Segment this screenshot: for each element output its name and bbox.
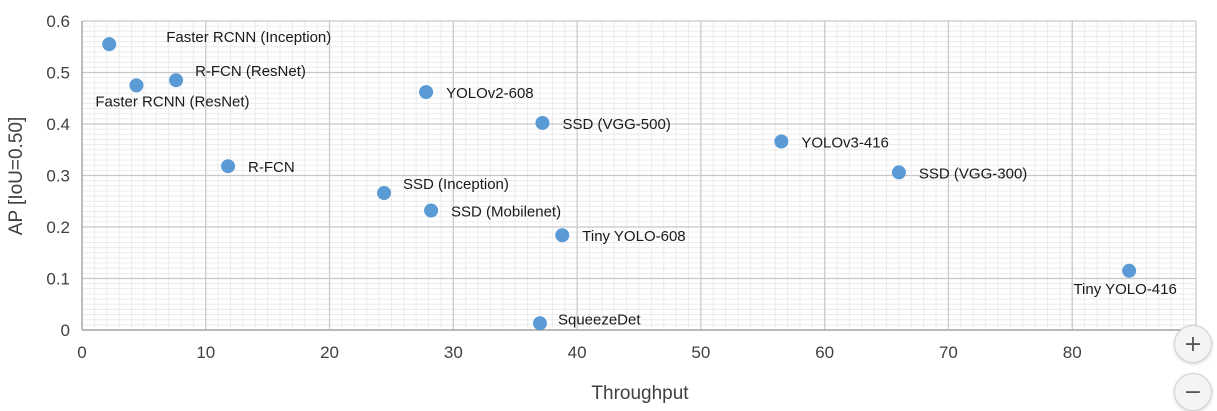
data-point <box>169 73 184 88</box>
data-point <box>377 186 392 201</box>
data-points: Faster RCNN (Inception) Faster RCNN (ResN… <box>95 29 1177 331</box>
x-tick-label: 10 <box>196 343 215 362</box>
point-label: SqueezeDet <box>558 311 641 328</box>
y-axis-title: AP [IoU=0.50] <box>6 117 27 235</box>
grid <box>81 20 1197 331</box>
point-label: Tiny YOLO-416 <box>1073 281 1176 298</box>
data-point <box>555 228 570 243</box>
data-point <box>532 316 547 331</box>
point-label: SSD (VGG-300) <box>919 165 1027 182</box>
y-tick-label: 0.3 <box>46 167 70 186</box>
data-point <box>102 37 117 52</box>
y-tick-label: 0.4 <box>46 115 70 134</box>
point-label: R-FCN (ResNet) <box>195 63 306 80</box>
point-label: Tiny YOLO-608 <box>582 228 685 245</box>
zoom-out-button[interactable]: − <box>1174 373 1212 411</box>
x-tick-label: 70 <box>939 343 958 362</box>
y-tick-label: 0 <box>61 321 70 340</box>
data-point <box>1122 263 1137 278</box>
point-label: SSD (Mobilenet) <box>451 204 561 221</box>
data-point <box>221 159 236 174</box>
y-tick-label: 0.5 <box>46 64 70 83</box>
point-label: YOLOv3-416 <box>801 135 889 152</box>
x-axis-title: Throughput <box>591 383 689 404</box>
y-tick-label: 0.6 <box>46 12 70 31</box>
x-tick-label: 30 <box>444 343 463 362</box>
point-label: Faster RCNN (Inception) <box>166 29 331 46</box>
data-point <box>419 85 434 100</box>
x-tick-label: 50 <box>691 343 710 362</box>
x-tick-label: 0 <box>77 343 86 362</box>
point-label: Faster RCNN (ResNet) <box>95 93 249 110</box>
axes: 010203040506070809000.10.20.30.40.50.6 <box>46 12 1205 362</box>
point-label: R-FCN <box>248 159 295 176</box>
data-point <box>535 115 550 130</box>
y-tick-label: 0.1 <box>46 270 70 289</box>
point-label: SSD (Inception) <box>403 176 509 193</box>
y-tick-label: 0.2 <box>46 218 70 237</box>
data-point <box>424 203 439 218</box>
x-tick-label: 40 <box>568 343 587 362</box>
data-point <box>891 165 906 180</box>
x-tick-label: 80 <box>1063 343 1082 362</box>
data-point <box>774 134 789 149</box>
x-tick-label: 20 <box>320 343 339 362</box>
point-label: YOLOv2-608 <box>446 85 534 102</box>
zoom-in-button[interactable]: + <box>1174 325 1212 363</box>
point-label: SSD (VGG-500) <box>562 116 670 133</box>
data-point <box>129 78 144 93</box>
x-tick-label: 60 <box>815 343 834 362</box>
